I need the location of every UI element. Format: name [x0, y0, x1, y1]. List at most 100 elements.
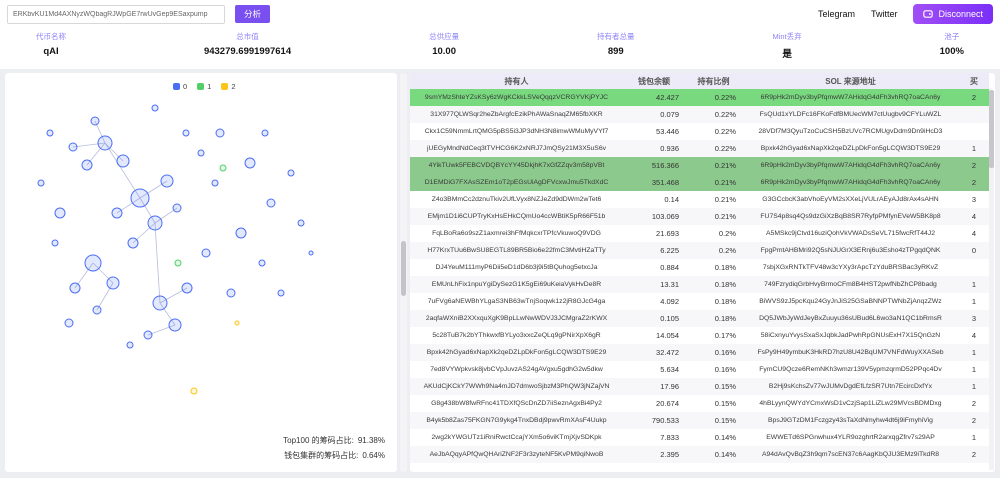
source-address: 28VDf7M3QyuTzoCuCSH5BzUVc7RCMUgvDdm9Dn9i… — [758, 128, 943, 135]
table-row[interactable]: Bpxk42hGyad6xNapXk2qeDZLpDkFon5gLCQW3DTS… — [410, 344, 989, 361]
wallet-bubble[interactable] — [143, 330, 153, 340]
source-address: A5MSkc9jCtvd16uziQohVkVWADsSeVL715fwcRfT… — [766, 230, 935, 237]
balance-value: 4.092 — [660, 297, 679, 306]
wallet-bubble[interactable] — [147, 215, 163, 231]
wallet-bubble[interactable] — [116, 154, 130, 168]
top-links: Telegram Twitter — [818, 9, 898, 19]
wallet-bubble[interactable] — [266, 198, 276, 208]
top-link-twitter[interactable]: Twitter — [870, 9, 898, 19]
source-address: EWWETd6SPGnwhux4YLR9ozghrtR2arxqgZfrv7s2… — [766, 434, 935, 441]
wallet-bubble[interactable] — [106, 276, 120, 290]
wallet-bubble[interactable] — [215, 128, 225, 138]
stat-label: 总市值 — [236, 32, 259, 41]
holder-address: Bpxk42hGyad6xNapXk2qeDZLpDkFon5gLCQW3DTS… — [426, 349, 607, 356]
wallet-bubble[interactable] — [219, 164, 227, 172]
buy-count: 4 — [971, 212, 977, 221]
table-row[interactable]: 7ed8VYWpkvsk8jvbCVpJuvzAS24gAVgxu5gdhG2w… — [410, 361, 989, 378]
wallet-bubble[interactable] — [174, 259, 182, 267]
table-row[interactable]: G8g438bW8fwRFnc41TDXfQScDnZD7iiSeznAgxBi… — [410, 395, 989, 412]
table-row[interactable]: EMjm1D1i6CUPTryKxHsEHkCQmUo4ccWBtiK5pR66… — [410, 208, 989, 225]
table-row[interactable]: FqLBoRa6o9szZ1axmrei3hFfMqkcxrTPfcVkuwoQ… — [410, 225, 989, 242]
wallet-bubble[interactable] — [68, 142, 78, 152]
wallet-bubble[interactable] — [130, 188, 150, 208]
panel-scrollbar-thumb[interactable] — [401, 240, 406, 297]
wallet-bubble[interactable] — [297, 219, 305, 227]
balance-value: 42.427 — [656, 93, 679, 102]
table-row[interactable]: AeJbAQqyAPfQwQHAriZNF2F3r3zyteNF5KvPM9qi… — [410, 446, 989, 463]
wallet-bubble[interactable] — [181, 282, 193, 294]
holder-address: EMUnLhFix1npuYgiDySezG1K5gEi69uKeiaVykHv… — [431, 281, 602, 288]
wallet-bubble[interactable] — [211, 179, 219, 187]
wallet-bubble[interactable] — [160, 174, 174, 188]
table-scrollbar-thumb[interactable] — [989, 90, 994, 168]
table-row[interactable]: 5c28TuB7k2bYThkwxfBYLyo3xxcZeQLq9gPNirXp… — [410, 327, 989, 344]
table-row[interactable]: 2wg2kYWGUTz1iRniRwctCcajYXm5o6viKTmjXjvS… — [410, 429, 989, 446]
table-body: 9smYMzShteYZsKSy6zWgKCkkLSVeQqqzVCRGYVKj… — [410, 89, 989, 463]
legend-item-1: 1 — [197, 82, 211, 91]
holder-address: DJ4YeuM111myP6Dii5eD1dD6b3j9i5tBQuhog5et… — [435, 264, 598, 271]
source-address: DQ5JWbJyWdJeyBxZuuyu36sUBud6L6wo3aN1QC1b… — [759, 315, 942, 322]
wallet-bubble[interactable] — [151, 104, 159, 112]
table-row[interactable]: 7uFVg6aNEWBhYLgaS3NB63wTnjSoqwk1z2jR8GJc… — [410, 293, 989, 310]
wallet-bubble[interactable] — [182, 129, 190, 137]
wallet-bubble[interactable] — [84, 254, 102, 272]
ratio-value: 0.22% — [714, 144, 736, 153]
wallet-bubble[interactable] — [37, 179, 45, 187]
wallet-bubble[interactable] — [277, 289, 285, 297]
wallet-bubble[interactable] — [172, 203, 182, 213]
wallet-bubble[interactable] — [308, 250, 314, 256]
table-row[interactable]: EMUnLhFix1npuYgiDySezG1K5gEi69uKeiaVykHv… — [410, 276, 989, 293]
table-row[interactable]: DJ4YeuM111myP6Dii5eD1dD6b3j9i5tBQuhog5et… — [410, 259, 989, 276]
buy-count: 4 — [971, 331, 977, 340]
stat-item: 总供应量 10.00 — [429, 31, 459, 60]
table-row[interactable]: H77KrxTUu6BwSU8EGTL89BR5Bio6e22fmC3MvtiH… — [410, 242, 989, 259]
token-address-input[interactable] — [7, 4, 225, 24]
source-address: FsPy9H49ymbuK3HkRD7hzU8U42BqUM7VNFdWuyXX… — [757, 349, 944, 356]
wallet-bubble[interactable] — [127, 237, 139, 249]
panel-scrollbar[interactable] — [400, 73, 407, 472]
table-row[interactable]: 9smYMzShteYZsKSy6zWgKCkkLSVeQqqzVCRGYVKj… — [410, 89, 989, 106]
wallet-bubble[interactable] — [235, 227, 247, 239]
table-row[interactable]: 2aqfaWXniB2XXxquXgK9BpLLwNwWDVJ3JCMgraZ2… — [410, 310, 989, 327]
wallet-bubble[interactable] — [111, 207, 123, 219]
top-link-telegram[interactable]: Telegram — [817, 9, 855, 19]
wallet-bubble[interactable] — [168, 318, 182, 332]
wallet-bubble[interactable] — [97, 135, 113, 151]
top-bar: 分析 Telegram Twitter Disconnect — [0, 0, 1000, 28]
ratio-value: 0.14% — [714, 450, 736, 459]
table-row[interactable]: AKUdCjKCkY7WWh9Na4mJD7dmwoSjbzM3PhQW3jNZ… — [410, 378, 989, 395]
analyze-button[interactable]: 分析 — [235, 5, 271, 23]
table-scrollbar[interactable] — [989, 90, 994, 470]
wallet-bubble[interactable] — [197, 149, 205, 157]
wallet-bubble[interactable] — [258, 259, 266, 267]
table-row[interactable]: D1EMDiG7FXAsSZEm1oT2pEGsUiAgDFVcxwJmu5Tk… — [410, 174, 989, 191]
table-row[interactable]: Z4o3BMmCc2dznuTkiv2UfLVyx8NZJeZd9dDWm2wT… — [410, 191, 989, 208]
table-row[interactable]: 4YikTUwk5FEBCVDQBYcYY45DkjhK7xGfZZqv3m58… — [410, 157, 989, 174]
holder-address: AeJbAQqyAPfQwQHAriZNF2F3r3zyteNF5KvPM9qi… — [429, 451, 604, 458]
table-row[interactable]: jUEGyMndNdCeq3tTVHCG6K2xNRJ7JmQSy21M3X5u… — [410, 140, 989, 157]
table-row[interactable]: Ckx1C59NmmLrtQMG5pBS5i3JP3dNH3N8imwWMuMy… — [410, 123, 989, 140]
wallet-bubble[interactable] — [51, 239, 59, 247]
wallet-bubble[interactable] — [69, 282, 81, 294]
wallet-bubble[interactable] — [46, 129, 54, 137]
wallet-bubble[interactable] — [226, 288, 236, 298]
wallet-bubble[interactable] — [287, 169, 295, 177]
wallet-bubble[interactable] — [201, 248, 211, 258]
holder-address: 2aqfaWXniB2XXxquXgK9BpLLwNwWDVJ3JCMgraZ2… — [425, 315, 608, 322]
wallet-bubble[interactable] — [81, 159, 93, 171]
wallet-bubble[interactable] — [90, 116, 100, 126]
table-row[interactable]: 31X977QLWSqr2heZbArgfcEzikPhAWaSnaqZM65f… — [410, 106, 989, 123]
wallet-bubble[interactable] — [190, 387, 198, 395]
wallet-bubble[interactable] — [261, 129, 269, 137]
wallet-bubble[interactable] — [152, 295, 168, 311]
wallet-bubble[interactable] — [234, 320, 240, 326]
disconnect-button[interactable]: Disconnect — [913, 4, 993, 24]
bubble-chart[interactable] — [5, 73, 397, 472]
wallet-bubble[interactable] — [64, 318, 74, 328]
wallet-bubble[interactable] — [54, 207, 66, 219]
wallet-bubble[interactable] — [126, 341, 134, 349]
table-row[interactable]: B4yk5b8Zas75FKGN7G9ykg4TnxDBdj9pwvRmXAsF… — [410, 412, 989, 429]
wallet-bubble[interactable] — [92, 305, 102, 315]
wallet-bubble[interactable] — [244, 157, 256, 169]
ratio-value: 0.18% — [714, 314, 736, 323]
